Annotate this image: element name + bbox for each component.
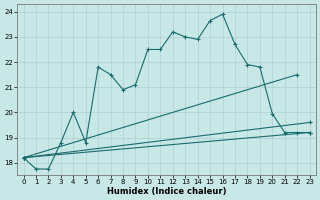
X-axis label: Humidex (Indice chaleur): Humidex (Indice chaleur) <box>107 187 226 196</box>
